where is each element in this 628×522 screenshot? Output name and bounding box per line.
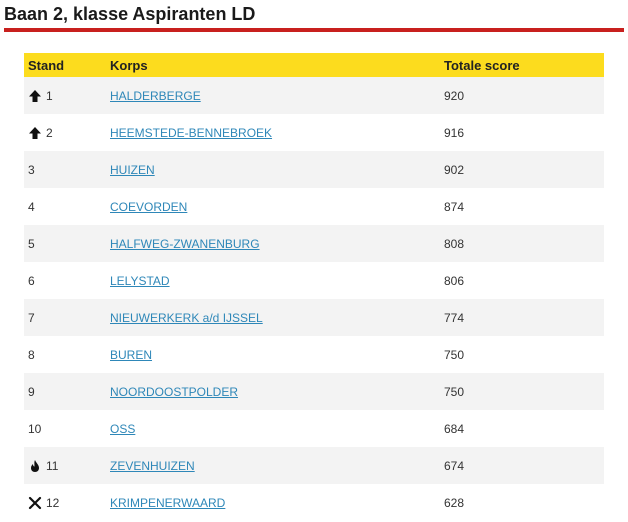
cell-score: 774 — [444, 310, 465, 325]
cell-score: 874 — [444, 199, 465, 214]
header-score: Totale score — [444, 57, 520, 73]
cell-score: 806 — [444, 273, 465, 288]
stand-value: 11 — [46, 458, 59, 473]
korps-link[interactable]: NIEUWERKERK a/d IJSSEL — [110, 310, 263, 325]
arrow-up-icon — [28, 126, 42, 140]
cell-stand: 5 — [24, 237, 110, 251]
table-row: 4 COEVORDEN 874 — [24, 188, 604, 225]
cell-score: 920 — [444, 88, 465, 103]
stand-value: 8 — [28, 347, 35, 362]
korps-link[interactable]: BUREN — [110, 347, 153, 362]
korps-link[interactable]: HEEMSTEDE-BENNEBROEK — [110, 125, 273, 140]
page-title: Baan 2, klasse Aspiranten LD — [4, 4, 256, 24]
korps-link[interactable]: HALDERBERGE — [110, 88, 201, 103]
stand-value: 4 — [28, 199, 35, 214]
cell-korps: KRIMPENERWAARD — [110, 496, 444, 510]
stand-value: 9 — [28, 384, 35, 399]
header-stand: Stand — [28, 57, 65, 73]
cell-korps: COEVORDEN — [110, 200, 444, 214]
table-body: 1 HALDERBERGE 920 2 HEEMSTEDE-BENNEBROEK 916 3… — [24, 77, 604, 521]
cell-score: 750 — [444, 347, 465, 362]
cell-korps: NOORDOOSTPOLDER — [110, 385, 444, 399]
cell-korps: ZEVENHUIZEN — [110, 459, 444, 473]
table-row: 7 NIEUWERKERK a/d IJSSEL 774 — [24, 299, 604, 336]
table-row: 9 NOORDOOSTPOLDER 750 — [24, 373, 604, 410]
arrow-up-icon — [28, 89, 42, 103]
table-row: 11 ZEVENHUIZEN 674 — [24, 447, 604, 484]
cell-korps: HALFWEG-ZWANENBURG — [110, 237, 444, 251]
cell-stand: 9 — [24, 385, 110, 399]
cell-score: 684 — [444, 421, 465, 436]
results-table: Stand Korps Totale score 1 HALDERBERGE 920… — [24, 53, 604, 521]
stand-value: 3 — [28, 162, 35, 177]
cell-korps: NIEUWERKERK a/d IJSSEL — [110, 311, 444, 325]
cell-stand: 2 — [24, 126, 110, 140]
korps-link[interactable]: HUIZEN — [110, 162, 155, 177]
cell-score: 902 — [444, 162, 465, 177]
cross-icon — [28, 496, 42, 510]
cell-score: 674 — [444, 458, 465, 473]
stand-value: 5 — [28, 236, 35, 251]
table-row: 6 LELYSTAD 806 — [24, 262, 604, 299]
stand-value: 10 — [28, 421, 42, 436]
cell-korps: HUIZEN — [110, 163, 444, 177]
table-row: 8 BUREN 750 — [24, 336, 604, 373]
korps-link[interactable]: ZEVENHUIZEN — [110, 458, 195, 473]
korps-link[interactable]: LELYSTAD — [110, 273, 170, 288]
stand-value: 6 — [28, 273, 35, 288]
cell-stand: 12 — [24, 496, 110, 510]
cell-stand: 11 — [24, 459, 110, 473]
table-row: 2 HEEMSTEDE-BENNEBROEK 916 — [24, 114, 604, 151]
cell-korps: HEEMSTEDE-BENNEBROEK — [110, 126, 444, 140]
cell-score: 628 — [444, 495, 465, 510]
table-row: 1 HALDERBERGE 920 — [24, 77, 604, 114]
cell-korps: OSS — [110, 422, 444, 436]
cell-stand: 8 — [24, 348, 110, 362]
title-divider — [4, 28, 624, 32]
korps-link[interactable]: COEVORDEN — [110, 199, 188, 214]
cell-score: 916 — [444, 125, 465, 140]
stand-value: 1 — [46, 88, 53, 103]
cell-korps: BUREN — [110, 348, 444, 362]
cell-korps: LELYSTAD — [110, 274, 444, 288]
table-row: 10 OSS 684 — [24, 410, 604, 447]
cell-stand: 4 — [24, 200, 110, 214]
stand-value: 7 — [28, 310, 35, 325]
korps-link[interactable]: OSS — [110, 421, 136, 436]
table-row: 5 HALFWEG-ZWANENBURG 808 — [24, 225, 604, 262]
korps-link[interactable]: HALFWEG-ZWANENBURG — [110, 236, 260, 251]
cell-score: 750 — [444, 384, 465, 399]
cell-score: 808 — [444, 236, 465, 251]
cell-korps: HALDERBERGE — [110, 89, 444, 103]
stand-value: 12 — [46, 495, 60, 510]
korps-link[interactable]: KRIMPENERWAARD — [110, 495, 226, 510]
cell-stand: 10 — [24, 422, 110, 436]
korps-link[interactable]: NOORDOOSTPOLDER — [110, 384, 239, 399]
stand-value: 2 — [46, 125, 53, 140]
flame-icon — [28, 459, 42, 473]
cell-stand: 3 — [24, 163, 110, 177]
header-korps: Korps — [110, 57, 148, 73]
cell-stand: 6 — [24, 274, 110, 288]
cell-stand: 1 — [24, 89, 110, 103]
cell-stand: 7 — [24, 311, 110, 325]
table-row: 3 HUIZEN 902 — [24, 151, 604, 188]
table-header: Stand Korps Totale score — [24, 53, 604, 77]
table-row: 12 KRIMPENERWAARD 628 — [24, 484, 604, 521]
